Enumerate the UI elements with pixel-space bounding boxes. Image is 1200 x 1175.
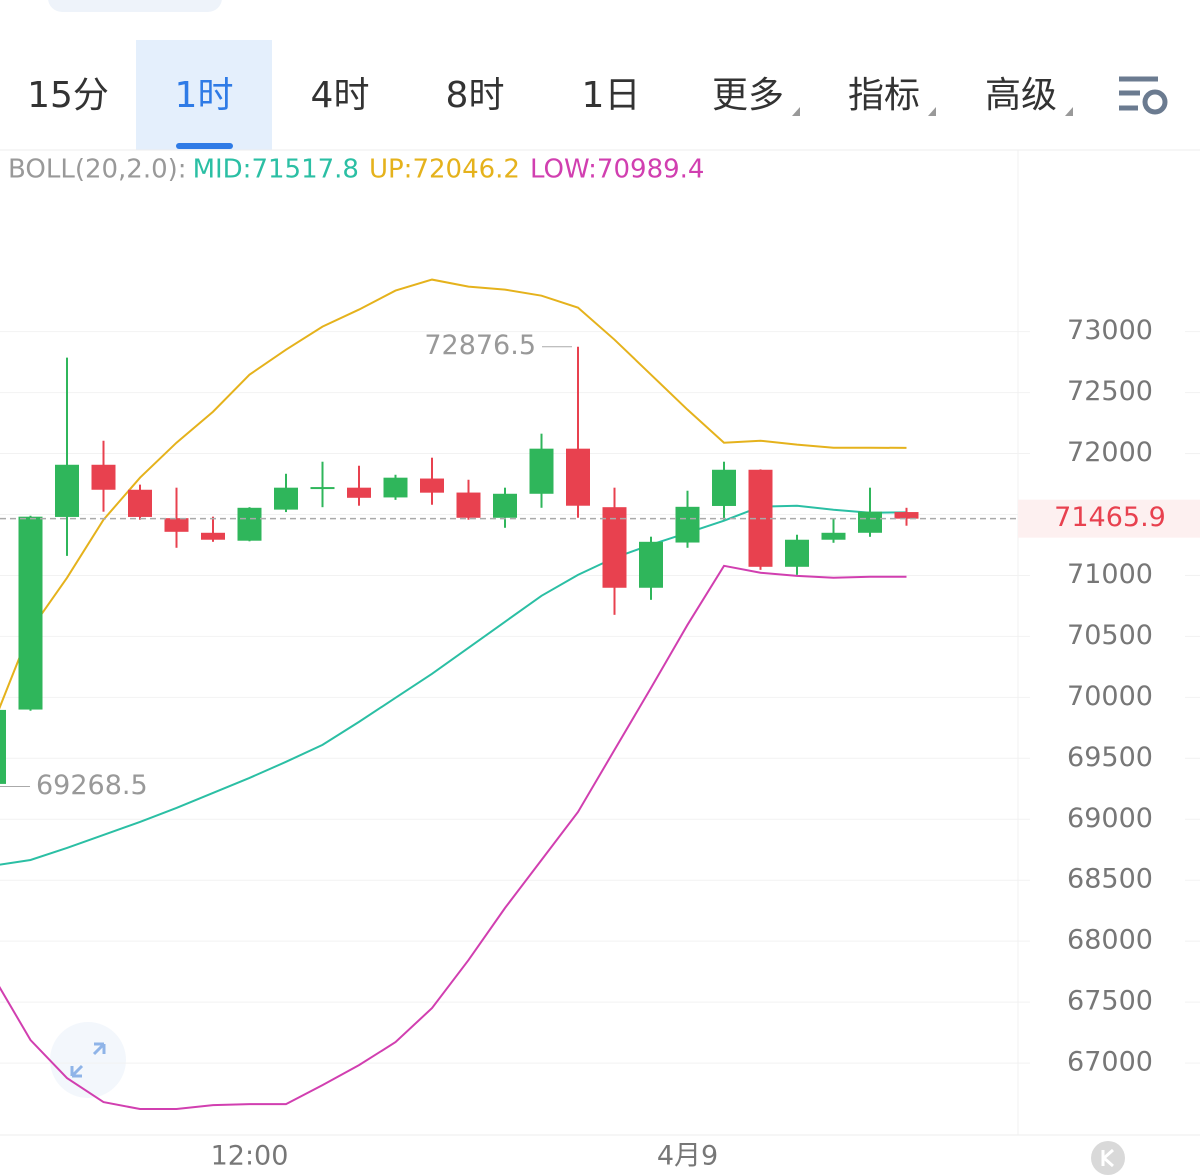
- candle-body: [201, 532, 225, 540]
- candle-body: [91, 464, 116, 490]
- candle-body: [493, 493, 517, 518]
- search-pill[interactable]: [48, 0, 222, 12]
- tab[interactable]: 15分: [27, 75, 109, 116]
- dropdown-caret: [928, 107, 936, 116]
- y-tick-label: 73000: [1067, 315, 1153, 346]
- k-button[interactable]: [1091, 1141, 1125, 1175]
- indicator-label: BOLL(20,2.0):: [8, 155, 187, 185]
- tab[interactable]: 指标: [848, 75, 920, 116]
- expand-icon: [70, 1042, 106, 1078]
- candle-body: [639, 541, 663, 588]
- candle-body: [128, 489, 152, 517]
- tab[interactable]: 8时: [446, 75, 505, 116]
- max-label: 72876.5: [424, 330, 536, 361]
- y-tick-label: 67000: [1067, 1047, 1153, 1078]
- current-price-bg: [1018, 499, 1200, 538]
- indicator-line: [0, 278, 907, 710]
- x-tick-label: 4月9: [657, 1141, 718, 1172]
- candle-body: [529, 448, 554, 494]
- dropdown-caret: [1065, 107, 1073, 116]
- x-tick-label: 12:00: [211, 1141, 289, 1172]
- y-tick-label: 72000: [1067, 437, 1153, 468]
- active-tab-bg: [136, 40, 272, 150]
- candle-body: [456, 492, 481, 518]
- settings-icon[interactable]: [1119, 76, 1168, 115]
- tab[interactable]: 4时: [311, 75, 370, 116]
- tab[interactable]: 高级: [985, 75, 1057, 116]
- tab[interactable]: 1日: [582, 75, 641, 116]
- candle-body: [18, 516, 43, 710]
- candle-body: [821, 532, 846, 540]
- y-tick-label: 72500: [1067, 376, 1153, 407]
- y-tick-label: 68500: [1067, 864, 1153, 895]
- candle-body: [274, 487, 298, 510]
- dropdown-caret: [792, 107, 800, 116]
- tab[interactable]: 1时: [175, 75, 234, 116]
- candle-body: [383, 477, 408, 498]
- y-tick-label: 69500: [1067, 742, 1153, 773]
- legend-entry: MID:71517.8: [193, 155, 359, 185]
- candle-body: [55, 464, 79, 517]
- active-tab-indicator: [176, 143, 233, 149]
- legend-entry: UP:72046.2: [369, 155, 520, 185]
- y-tick-label: 70500: [1067, 620, 1153, 651]
- y-tick-label: 70000: [1067, 681, 1153, 712]
- min-label: 69268.5: [36, 770, 148, 801]
- candle-body: [894, 512, 919, 519]
- candle-body: [858, 511, 882, 533]
- candle-body: [310, 487, 335, 490]
- candle-body: [420, 478, 444, 493]
- current-price-label: 71465.9: [1054, 502, 1166, 533]
- legend-entry: LOW:70989.4: [530, 155, 704, 185]
- candle-body: [164, 518, 189, 532]
- y-tick-label: 67500: [1067, 986, 1153, 1017]
- y-tick-label: 71000: [1067, 559, 1153, 590]
- candle-body: [566, 448, 590, 506]
- k-icon: [1101, 1148, 1114, 1168]
- y-tick-label: 68000: [1067, 925, 1153, 956]
- indicator-line: [0, 564, 907, 1111]
- candle-body: [785, 539, 809, 567]
- expand-button[interactable]: [50, 1022, 126, 1098]
- tab[interactable]: 更多: [712, 75, 784, 116]
- candle-body: [602, 507, 627, 588]
- candle-body: [347, 487, 371, 498]
- candle-body: [675, 506, 700, 543]
- candle-body: [0, 709, 6, 784]
- y-tick-label: 69000: [1067, 803, 1153, 834]
- candle-body: [712, 469, 736, 506]
- candle-body: [237, 507, 262, 541]
